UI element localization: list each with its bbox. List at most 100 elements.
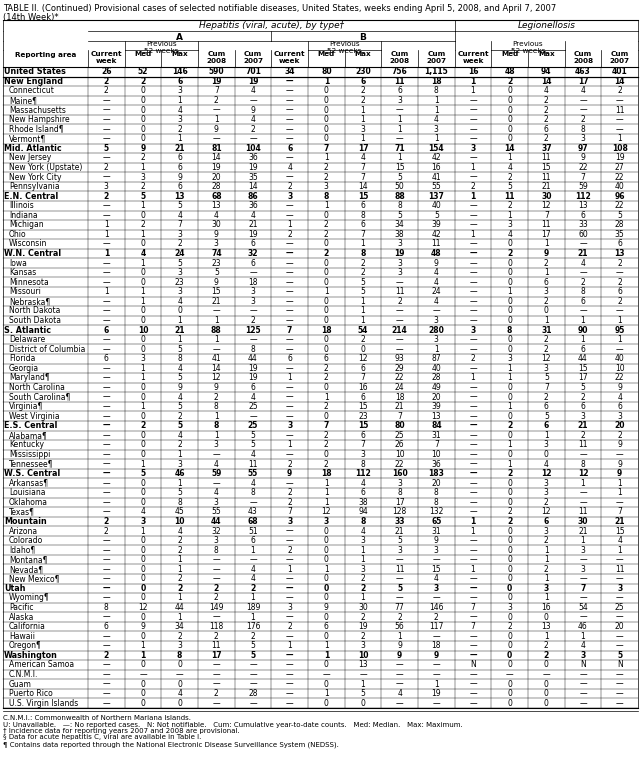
Text: 0: 0 bbox=[544, 306, 549, 316]
Text: —: — bbox=[103, 412, 110, 421]
Text: 9: 9 bbox=[397, 651, 403, 660]
Text: 6: 6 bbox=[397, 87, 402, 95]
Text: 0: 0 bbox=[324, 555, 329, 564]
Text: —: — bbox=[396, 555, 403, 564]
Text: —: — bbox=[433, 555, 440, 564]
Text: —: — bbox=[286, 670, 294, 679]
Text: 12: 12 bbox=[138, 603, 147, 612]
Text: 1: 1 bbox=[140, 641, 146, 650]
Text: 8: 8 bbox=[178, 498, 182, 507]
Text: 44: 44 bbox=[211, 517, 222, 526]
Text: 2: 2 bbox=[360, 584, 365, 593]
Text: 22: 22 bbox=[615, 173, 624, 181]
Text: 2: 2 bbox=[104, 87, 109, 95]
Text: 4: 4 bbox=[507, 163, 512, 172]
Text: 9: 9 bbox=[214, 230, 219, 239]
Text: 0: 0 bbox=[140, 96, 146, 105]
Text: 10: 10 bbox=[615, 364, 624, 373]
Text: 0: 0 bbox=[140, 115, 146, 124]
Text: —: — bbox=[286, 364, 294, 373]
Text: —: — bbox=[103, 201, 110, 210]
Text: E.N. Central: E.N. Central bbox=[4, 192, 58, 200]
Text: A: A bbox=[176, 32, 183, 41]
Text: 5: 5 bbox=[360, 278, 365, 286]
Text: 701: 701 bbox=[245, 68, 261, 76]
Text: —: — bbox=[103, 364, 110, 373]
Text: 6: 6 bbox=[104, 326, 109, 335]
Text: —: — bbox=[213, 680, 220, 689]
Text: 11: 11 bbox=[212, 641, 221, 650]
Text: North Dakota: North Dakota bbox=[9, 306, 60, 316]
Text: Puerto Rico: Puerto Rico bbox=[9, 689, 53, 698]
Text: 22: 22 bbox=[615, 373, 624, 382]
Text: 0: 0 bbox=[140, 440, 146, 449]
Text: (14th Week)*: (14th Week)* bbox=[3, 13, 58, 22]
Text: 21: 21 bbox=[248, 220, 258, 230]
Text: 17: 17 bbox=[578, 373, 588, 382]
Text: 6: 6 bbox=[251, 259, 255, 267]
Text: 3: 3 bbox=[544, 287, 549, 296]
Text: —: — bbox=[103, 278, 110, 286]
Text: —: — bbox=[579, 594, 587, 602]
Text: 2: 2 bbox=[324, 249, 329, 258]
Text: 5: 5 bbox=[251, 440, 255, 449]
Text: —: — bbox=[469, 249, 477, 258]
Text: —: — bbox=[396, 134, 403, 144]
Text: 1: 1 bbox=[581, 335, 585, 344]
Text: —: — bbox=[469, 431, 477, 440]
Text: 463: 463 bbox=[575, 68, 591, 76]
Text: 2: 2 bbox=[361, 632, 365, 641]
Text: 41: 41 bbox=[212, 354, 221, 363]
Text: 0: 0 bbox=[507, 383, 512, 392]
Text: 8: 8 bbox=[434, 498, 438, 507]
Text: 1: 1 bbox=[544, 632, 549, 641]
Text: 1: 1 bbox=[287, 220, 292, 230]
Text: 0: 0 bbox=[507, 431, 512, 440]
Text: 0: 0 bbox=[507, 412, 512, 421]
Text: 0: 0 bbox=[324, 699, 329, 708]
Text: 2: 2 bbox=[324, 173, 329, 181]
Text: 2: 2 bbox=[544, 498, 549, 507]
Text: 117: 117 bbox=[429, 622, 444, 631]
Text: —: — bbox=[213, 564, 220, 574]
Text: —: — bbox=[469, 594, 477, 602]
Text: 0: 0 bbox=[507, 345, 512, 354]
Text: 154: 154 bbox=[429, 144, 444, 153]
Text: 3: 3 bbox=[580, 651, 586, 660]
Text: —: — bbox=[469, 689, 477, 698]
Text: Hawaii: Hawaii bbox=[9, 632, 35, 641]
Text: —: — bbox=[103, 508, 110, 516]
Text: 1: 1 bbox=[324, 478, 329, 488]
Text: —: — bbox=[579, 574, 587, 584]
Text: 3: 3 bbox=[434, 316, 439, 325]
Text: 4: 4 bbox=[214, 210, 219, 220]
Text: 0: 0 bbox=[507, 450, 512, 459]
Text: —: — bbox=[103, 574, 110, 584]
Text: 25: 25 bbox=[248, 402, 258, 411]
Text: 0: 0 bbox=[140, 316, 146, 325]
Text: 6: 6 bbox=[177, 77, 182, 86]
Text: Cum
2008: Cum 2008 bbox=[390, 51, 410, 64]
Text: 0: 0 bbox=[140, 392, 146, 402]
Text: 3: 3 bbox=[470, 144, 476, 153]
Text: 46: 46 bbox=[174, 469, 185, 478]
Text: 6: 6 bbox=[360, 488, 365, 497]
Text: 59: 59 bbox=[578, 182, 588, 191]
Text: —: — bbox=[286, 660, 294, 670]
Text: 3: 3 bbox=[397, 478, 402, 488]
Text: 5: 5 bbox=[617, 651, 622, 660]
Text: —: — bbox=[469, 584, 477, 593]
Text: W.N. Central: W.N. Central bbox=[4, 249, 61, 258]
Text: 6: 6 bbox=[251, 383, 255, 392]
Text: 160: 160 bbox=[392, 469, 408, 478]
Text: 1: 1 bbox=[617, 488, 622, 497]
Text: 0: 0 bbox=[324, 105, 329, 114]
Text: 12: 12 bbox=[542, 201, 551, 210]
Text: New York City: New York City bbox=[9, 173, 62, 181]
Text: —: — bbox=[469, 488, 477, 497]
Text: —: — bbox=[103, 173, 110, 181]
Text: 30: 30 bbox=[358, 603, 368, 612]
Text: 12: 12 bbox=[212, 373, 221, 382]
Text: 34: 34 bbox=[285, 68, 295, 76]
Text: 7: 7 bbox=[434, 440, 439, 449]
